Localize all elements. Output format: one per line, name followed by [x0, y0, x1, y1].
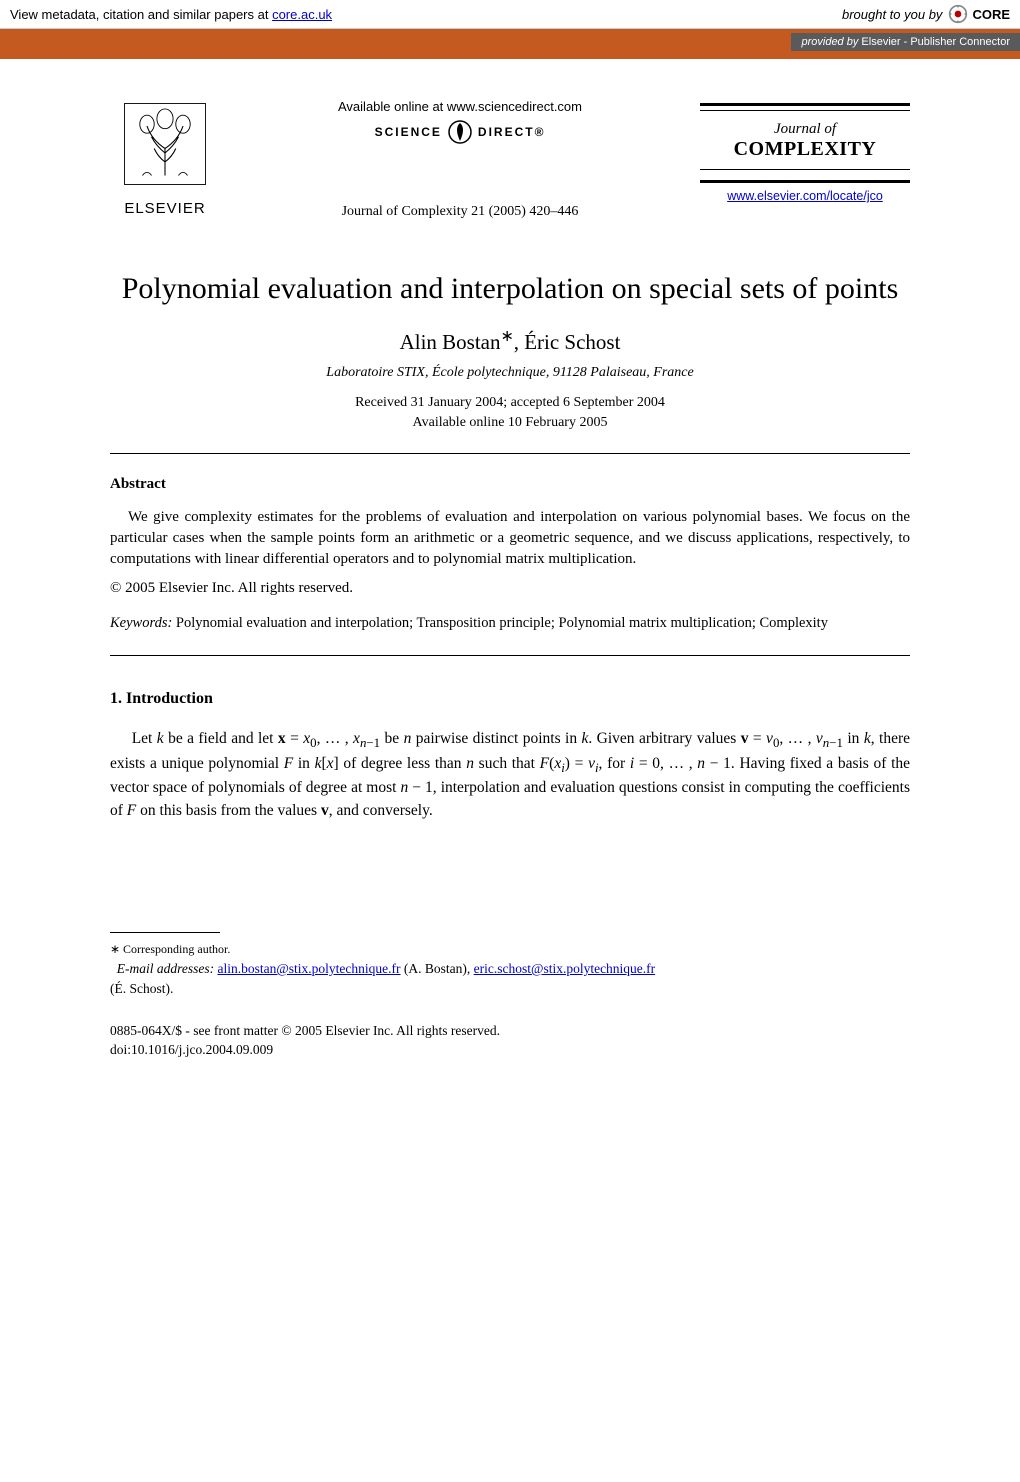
received-date: Received 31 January 2004; accepted 6 Sep…: [110, 395, 910, 411]
right-header: Journal of COMPLEXITY www.elsevier.com/l…: [700, 99, 910, 205]
science-direct-logo: SCIENCE DIRECT®: [375, 120, 546, 144]
footnote-rule: [110, 932, 220, 933]
journal-of: Journal of: [700, 121, 910, 138]
intro-heading: 1. Introduction: [110, 690, 910, 708]
rule-below-keywords: [110, 655, 910, 656]
core-banner: View metadata, citation and similar pape…: [0, 0, 1020, 29]
science-right: DIRECT®: [478, 125, 546, 139]
core-right: brought to you by CORE: [842, 4, 1010, 24]
provided-value: Elsevier - Publisher Connector: [861, 36, 1010, 48]
intro-body: Let k be a field and let x = x0, … , xn−…: [110, 728, 910, 823]
core-link[interactable]: core.ac.uk: [272, 7, 332, 22]
abstract-copyright: © 2005 Elsevier Inc. All rights reserved…: [110, 580, 910, 597]
provided-badge: provided by Elsevier - Publisher Connect…: [791, 33, 1020, 51]
elsevier-tree-icon: [120, 99, 210, 189]
article-title: Polynomial evaluation and interpolation …: [110, 270, 910, 308]
abstract-body: We give complexity estimates for the pro…: [110, 507, 910, 570]
hr-bot-thick: [700, 180, 910, 183]
sciencedirect-icon: [448, 120, 472, 144]
keywords-label: Keywords:: [110, 615, 172, 631]
core-logo[interactable]: CORE: [948, 4, 1010, 24]
center-header: Available online at www.sciencedirect.co…: [220, 99, 700, 220]
keywords: Keywords: Polynomial evaluation and inte…: [110, 613, 910, 633]
header-row: ELSEVIER Available online at www.science…: [110, 99, 910, 220]
available-online: Available online at www.sciencedirect.co…: [240, 99, 680, 114]
rule-above-abstract: [110, 453, 910, 454]
journal-ref: Journal of Complexity 21 (2005) 420–446: [240, 204, 680, 220]
email-label: E-mail addresses:: [117, 961, 214, 976]
email-2[interactable]: eric.schost@stix.polytechnique.fr: [474, 961, 656, 976]
affiliation: Laboratoire STIX, École polytechnique, 9…: [110, 365, 910, 381]
corr-text: ∗ Corresponding author.: [110, 942, 230, 956]
core-icon: [948, 4, 968, 24]
corresponding-author: ∗ Corresponding author.: [110, 939, 910, 959]
core-left: View metadata, citation and similar pape…: [10, 7, 332, 22]
doi: doi:10.1016/j.jco.2004.09.009: [110, 1041, 910, 1060]
authors: Alin Bostan∗, Éric Schost: [110, 326, 910, 355]
elsevier-logo-box: ELSEVIER: [110, 99, 220, 217]
orange-bar: provided by Elsevier - Publisher Connect…: [0, 29, 1020, 59]
front-matter: 0885-064X/$ - see front matter © 2005 El…: [110, 1022, 910, 1041]
provided-prefix: provided by: [801, 36, 861, 48]
online-date: Available online 10 February 2005: [110, 415, 910, 431]
core-left-text: View metadata, citation and similar pape…: [10, 7, 272, 22]
hr-top-thick: [700, 103, 910, 106]
brought-by: brought to you by: [842, 7, 942, 22]
locate-link[interactable]: www.elsevier.com/locate/jco: [727, 189, 883, 203]
journal-name: COMPLEXITY: [700, 138, 910, 161]
hr-bot-thin: [700, 169, 910, 170]
hr-top-thin: [700, 110, 910, 111]
science-left: SCIENCE: [375, 125, 442, 139]
email-1[interactable]: alin.bostan@stix.polytechnique.fr: [218, 961, 401, 976]
email-1-name: (A. Bostan),: [401, 961, 474, 976]
elsevier-label: ELSEVIER: [110, 200, 220, 217]
bottom-info: 0885-064X/$ - see front matter © 2005 El…: [110, 1022, 910, 1060]
core-brand: CORE: [972, 7, 1010, 22]
page: ELSEVIER Available online at www.science…: [0, 59, 1020, 1120]
keywords-text: Polynomial evaluation and interpolation;…: [172, 615, 828, 631]
email-2-name: (É. Schost).: [110, 979, 910, 999]
abstract-label: Abstract: [110, 476, 910, 493]
footnotes: ∗ Corresponding author. E-mail addresses…: [110, 932, 910, 998]
email-line: E-mail addresses: alin.bostan@stix.polyt…: [110, 959, 910, 979]
